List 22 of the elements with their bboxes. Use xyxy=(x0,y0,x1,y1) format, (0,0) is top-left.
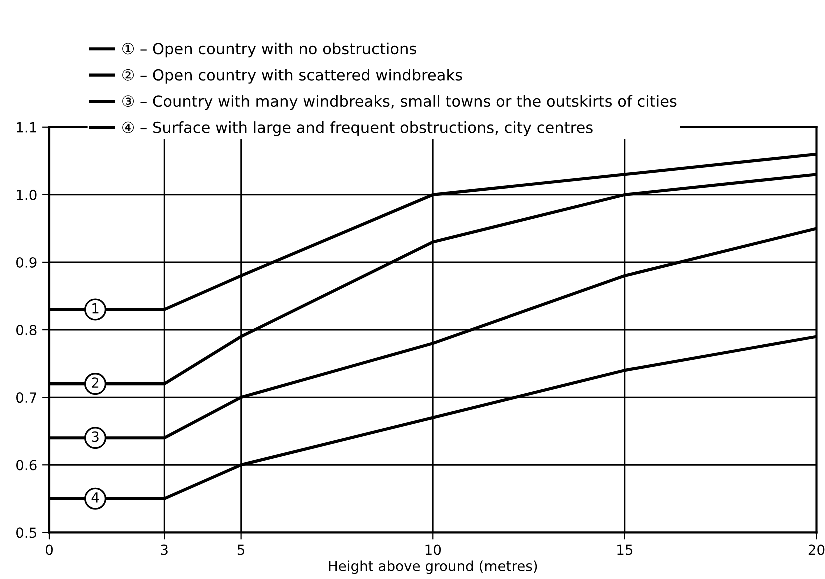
y-tick-label: 1.1 xyxy=(17,122,36,133)
annotation: 2 xyxy=(92,378,99,388)
legend-label: ④ – Surface with large and frequent obstructions, city centres xyxy=(122,122,593,136)
x-tick-label: 15 xyxy=(618,544,633,556)
legend-label: ① – Open country with no obstructions xyxy=(122,42,416,58)
x-axis-title: Height above ground (metres) xyxy=(329,560,538,574)
y-tick-label: 0.8 xyxy=(16,325,37,336)
annotation: 4 xyxy=(92,492,100,503)
annotation: 1 xyxy=(92,303,99,314)
legend-label: ② – Open country with scattered windbreaks xyxy=(122,69,462,84)
y-tick-label: 0.6 xyxy=(16,460,37,471)
x-tick-label: 3 xyxy=(161,544,168,556)
y-tick-label: 0.9 xyxy=(16,257,37,268)
x-tick-label: 5 xyxy=(238,544,245,556)
legend-label: ③ – Country with many windbreaks, small towns or the outskirts of cities xyxy=(122,95,677,110)
x-tick-label: 0 xyxy=(46,544,53,556)
y-tick-label: 0.5 xyxy=(16,528,36,538)
x-tick-label: 20 xyxy=(808,544,825,556)
annotation: 3 xyxy=(92,432,99,442)
y-tick-label: 0.7 xyxy=(16,392,37,404)
x-tick-label: 10 xyxy=(426,544,442,556)
y-tick-label: 1.0 xyxy=(17,190,37,200)
